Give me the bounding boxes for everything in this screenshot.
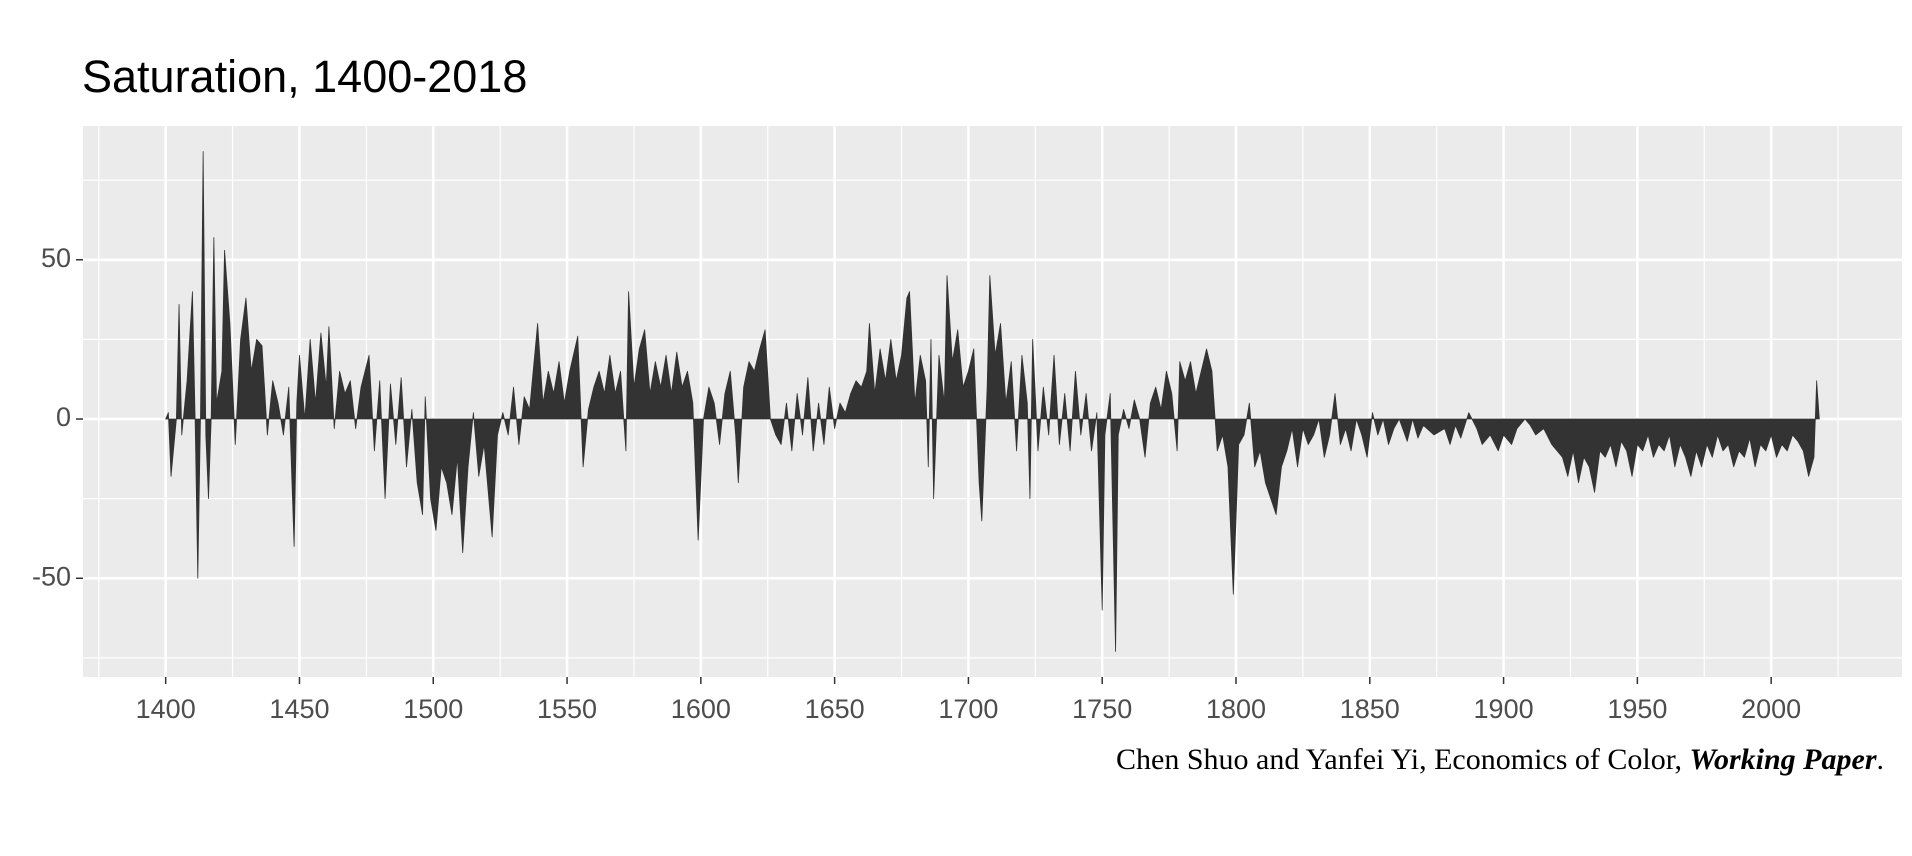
- x-tick-label: 1750: [1072, 694, 1132, 724]
- x-tick-label: 1550: [537, 694, 597, 724]
- y-tick-label: 0: [56, 402, 71, 432]
- caption-text: Chen Shuo and Yanfei Yi, Economics of Co…: [1116, 743, 1690, 776]
- x-tick-label: 1800: [1206, 694, 1266, 724]
- chart-title: Saturation, 1400-2018: [82, 51, 527, 102]
- x-tick-label: 1900: [1474, 694, 1534, 724]
- y-tick-label: -50: [32, 561, 71, 591]
- x-tick-label: 1400: [136, 694, 196, 724]
- x-tick-label: 1500: [403, 694, 463, 724]
- caption-emphasis: Working Paper: [1690, 743, 1877, 776]
- x-tick-label: 1450: [269, 694, 329, 724]
- area: [165, 151, 1820, 652]
- x-tick-label: 1850: [1340, 694, 1400, 724]
- marks: [165, 151, 1820, 652]
- caption-end: .: [1877, 743, 1885, 776]
- y-tick-label: 50: [41, 243, 71, 273]
- x-tick-label: 1600: [671, 694, 731, 724]
- caption: Chen Shuo and Yanfei Yi, Economics of Co…: [1116, 743, 1884, 776]
- x-tick-label: 1700: [938, 694, 998, 724]
- x-tick-label: 2000: [1741, 694, 1801, 724]
- x-tick-label: 1650: [805, 694, 865, 724]
- x-tick-label: 1950: [1607, 694, 1667, 724]
